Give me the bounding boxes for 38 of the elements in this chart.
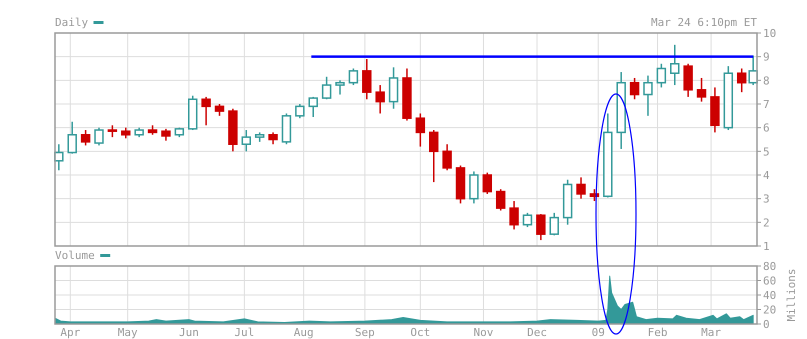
- x-tick-label: Feb: [648, 326, 668, 339]
- x-tick-label: Jun: [178, 326, 199, 339]
- x-tick-label: 09: [592, 326, 605, 339]
- y-axis-title: Millions: [785, 268, 798, 322]
- candlestick: [375, 84, 385, 114]
- candlestick: [242, 129, 252, 152]
- x-tick-label: Apr: [60, 326, 81, 339]
- candlestick: [670, 44, 680, 86]
- y-tick-label: 80: [763, 260, 776, 273]
- y-tick-label: 20: [763, 304, 776, 316]
- y-tick-label: 3: [763, 192, 770, 206]
- y-tick-label: 4: [763, 169, 770, 182]
- y-tick-label: 0: [763, 318, 770, 331]
- y-tick-label: 60: [763, 274, 776, 288]
- candlestick: [362, 58, 372, 100]
- x-tick-label: May: [118, 326, 138, 339]
- x-tick-label: Oct: [410, 326, 430, 339]
- y-tick-label: 9: [763, 50, 770, 64]
- x-tick-label: Sep: [354, 326, 375, 339]
- y-tick-label: 1: [763, 240, 770, 253]
- x-tick-label: Mar: [701, 326, 722, 339]
- y-tick-label: 6: [763, 122, 770, 135]
- x-tick-label: Dec: [527, 326, 547, 339]
- candlestick: [710, 86, 720, 134]
- x-tick-label: Nov: [474, 326, 494, 339]
- text: Mar 24 6:10pm ET: [651, 16, 758, 29]
- y-tick-label: 40: [763, 289, 776, 302]
- x-tick-label: Aug: [294, 326, 314, 339]
- candlestick: [616, 71, 626, 150]
- y-tick-label: 5: [763, 145, 770, 158]
- candlestick: [643, 74, 653, 117]
- y-tick-label: 8: [763, 74, 770, 88]
- y-tick-label: 10: [763, 27, 776, 40]
- x-tick-label: Jul: [234, 326, 254, 339]
- chart-title: Volume: [55, 249, 95, 262]
- y-tick-label: 7: [763, 98, 770, 111]
- y-tick-label: 2: [763, 216, 770, 230]
- chart-title: Daily: [55, 16, 88, 29]
